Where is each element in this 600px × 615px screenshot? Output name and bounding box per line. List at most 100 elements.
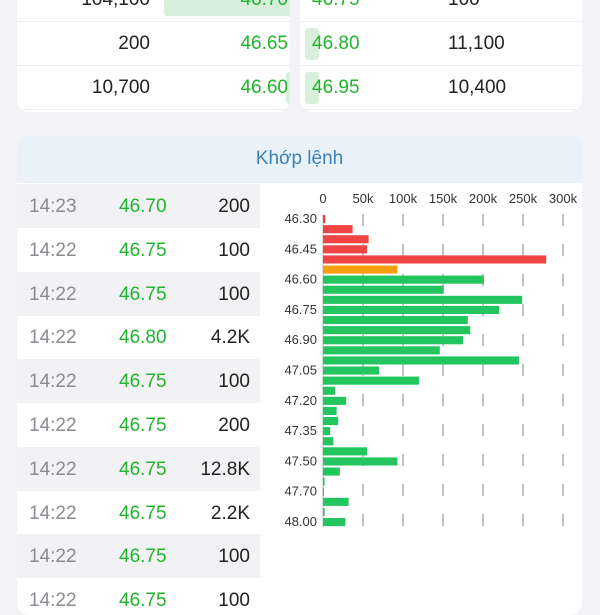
y-tick-label: 48.00 bbox=[284, 514, 317, 529]
trade-time: 14:22 bbox=[29, 546, 77, 568]
bar bbox=[323, 477, 325, 486]
bar bbox=[323, 518, 346, 527]
bar bbox=[323, 417, 339, 426]
ask-volume-bar bbox=[305, 28, 319, 60]
trade-time: 14:22 bbox=[29, 371, 77, 393]
ask-volume: 10,400 bbox=[448, 77, 507, 98]
trade-row[interactable]: 14:22 46.75 100 bbox=[17, 578, 260, 615]
trade-time: 14:22 bbox=[29, 239, 77, 261]
y-tick-label: 46.90 bbox=[284, 332, 317, 347]
y-tick-label: 47.35 bbox=[284, 423, 317, 438]
trade-price: 46.75 bbox=[119, 239, 167, 261]
trade-volume: 100 bbox=[218, 590, 250, 612]
bid-row[interactable]: 104,100 46.70 bbox=[17, 0, 290, 22]
ask-volume-bar bbox=[305, 72, 319, 104]
bid-price: 46.70 bbox=[240, 0, 288, 11]
trade-time: 14:22 bbox=[29, 458, 77, 480]
bar bbox=[323, 316, 468, 325]
bar bbox=[323, 406, 337, 415]
y-tick-label: 46.60 bbox=[284, 272, 317, 287]
matched-orders-title: Khớp lệnh bbox=[17, 135, 582, 183]
bar bbox=[323, 427, 331, 436]
bar bbox=[323, 437, 334, 446]
trade-row[interactable]: 14:23 46.70 200 bbox=[17, 184, 260, 228]
trade-row[interactable]: 14:22 46.75 2.2K bbox=[17, 491, 260, 535]
bar bbox=[323, 346, 440, 355]
bar bbox=[323, 215, 326, 224]
x-tick-label: 200k bbox=[469, 191, 498, 206]
trade-row[interactable]: 14:22 46.75 12.8K bbox=[17, 446, 260, 491]
bar bbox=[323, 396, 347, 405]
trade-price: 46.75 bbox=[119, 458, 167, 480]
trade-price: 46.80 bbox=[119, 327, 167, 349]
trade-time: 14:22 bbox=[29, 283, 77, 305]
bar bbox=[323, 356, 519, 365]
trade-price: 46.75 bbox=[119, 590, 167, 612]
ask-card: 46.75 100 46.80 11,100 46.95 10,400 bbox=[300, 0, 582, 112]
trade-volume: 2.2K bbox=[210, 502, 250, 524]
bar bbox=[323, 305, 499, 314]
trade-volume: 100 bbox=[218, 546, 250, 568]
bid-volume-bar bbox=[164, 0, 290, 16]
trade-row[interactable]: 14:22 46.75 100 bbox=[17, 534, 260, 579]
bar bbox=[323, 255, 547, 264]
bar bbox=[323, 326, 471, 335]
trade-volume: 12.8K bbox=[200, 458, 250, 480]
bar bbox=[323, 225, 353, 234]
trade-time: 14:22 bbox=[29, 327, 77, 349]
bid-price: 46.60 bbox=[240, 77, 288, 98]
trade-volume: 100 bbox=[218, 283, 250, 305]
x-tick-label: 300k bbox=[549, 191, 578, 206]
bid-row[interactable]: 10,700 46.60 bbox=[17, 66, 290, 110]
bar bbox=[323, 447, 367, 456]
bar bbox=[323, 275, 484, 284]
trade-time: 14:22 bbox=[29, 502, 77, 524]
bar bbox=[323, 366, 379, 375]
ask-volume: 100 bbox=[448, 0, 480, 11]
bid-row[interactable]: 200 46.65 bbox=[17, 22, 290, 66]
trade-volume: 200 bbox=[218, 415, 250, 436]
bid-volume: 200 bbox=[118, 33, 150, 54]
y-tick-label: 47.50 bbox=[284, 453, 317, 468]
ask-row[interactable]: 46.80 11,100 bbox=[300, 22, 582, 66]
bar bbox=[323, 467, 340, 476]
bar bbox=[323, 376, 419, 385]
trade-time: 14:23 bbox=[29, 196, 77, 217]
trade-price: 46.75 bbox=[119, 502, 167, 524]
trade-row[interactable]: 14:22 46.75 100 bbox=[17, 228, 260, 272]
y-tick-label: 46.75 bbox=[284, 302, 317, 317]
y-tick-label: 47.20 bbox=[284, 393, 317, 408]
y-tick-label: 47.05 bbox=[284, 363, 317, 378]
bar bbox=[323, 507, 325, 516]
trade-price: 46.75 bbox=[119, 371, 167, 393]
trade-row[interactable]: 14:22 46.80 4.2K bbox=[17, 315, 260, 359]
ask-price: 46.80 bbox=[312, 33, 360, 54]
bid-card: 104,100 46.70 200 46.65 10,700 46.60 bbox=[17, 0, 290, 112]
ask-row[interactable]: 46.95 10,400 bbox=[300, 66, 582, 110]
bar bbox=[323, 235, 369, 244]
bar bbox=[323, 295, 523, 304]
trade-price: 46.75 bbox=[119, 546, 167, 568]
bar bbox=[323, 265, 398, 274]
trade-row[interactable]: 14:22 46.75 100 bbox=[17, 359, 260, 404]
bar bbox=[323, 497, 349, 506]
x-tick-label: 0 bbox=[319, 191, 326, 206]
ask-row[interactable]: 46.75 100 bbox=[300, 0, 582, 22]
bid-volume-bar bbox=[286, 72, 290, 104]
trade-volume: 200 bbox=[218, 196, 250, 217]
ask-volume: 11,100 bbox=[448, 33, 505, 54]
bid-volume: 104,100 bbox=[81, 0, 150, 11]
trade-row[interactable]: 14:22 46.75 200 bbox=[17, 403, 260, 447]
bar bbox=[323, 457, 398, 466]
bar bbox=[323, 386, 335, 395]
bar bbox=[323, 487, 324, 496]
bar bbox=[323, 285, 444, 294]
trade-volume: 100 bbox=[218, 371, 250, 393]
trade-row[interactable]: 14:22 46.75 100 bbox=[17, 271, 260, 316]
y-tick-label: 46.45 bbox=[284, 241, 317, 256]
y-tick-label: 47.70 bbox=[284, 484, 317, 499]
bid-volume: 10,700 bbox=[91, 77, 150, 98]
ask-price: 46.75 bbox=[312, 0, 360, 11]
trade-volume: 4.2K bbox=[210, 327, 250, 349]
trade-price: 46.75 bbox=[119, 283, 167, 305]
